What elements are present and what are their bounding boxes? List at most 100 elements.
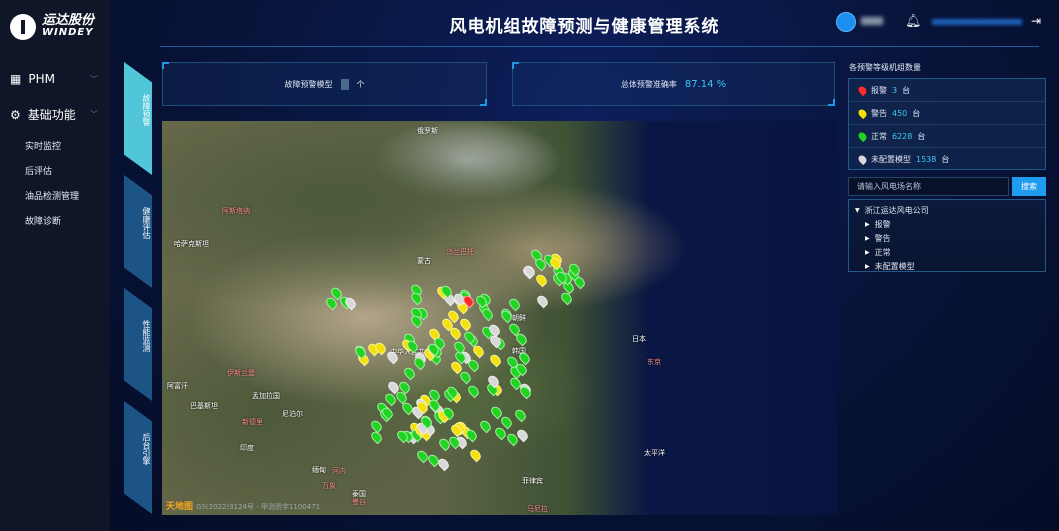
warning-levels-legend: 报警 3 台警告 450 台正常 6228 台未配置模型 1538 台 [848,78,1046,170]
wind-farm-search-input[interactable] [848,177,1009,196]
menu-basic-functions[interactable]: ⚙ 基础功能 ﹀ [10,106,98,123]
level-count: 450 [892,108,908,118]
wind-farm-tree: ▼ 浙江运达风电公司 ▶ 报警 ▶ 警告 ▶ 正常 ▶ 未配置模型 [848,199,1046,272]
map-label: 巴基斯坦 [190,402,218,410]
wind-farm-marker[interactable] [402,365,418,381]
menu-phm[interactable]: ▦ PHM ﹀ [10,72,98,86]
sidebar-item-oil-testing[interactable]: 油品检测管理 [25,192,80,202]
menu-label: PHM [28,72,55,86]
blurred-info [932,19,1022,25]
tree-label: 浙江运达风电公司 [864,205,929,215]
bell-icon[interactable]: 🔔︎ [905,14,922,29]
level-row-1[interactable]: 警告 450 台 [849,102,1045,125]
map-label: 泰国 [352,490,366,498]
tree-node-root[interactable]: ▼ 浙江运达风电公司 [849,203,1045,217]
accuracy-value: 87.14 % [684,78,727,90]
level-name: 未配置模型 [871,155,911,164]
map-label: 河内 [332,467,346,475]
wind-farm-marker[interactable] [458,316,473,332]
level-unit: 台 [912,108,921,118]
menu-label: 基础功能 [27,108,76,122]
wind-farm-marker[interactable] [488,352,503,368]
map-label: 孟加拉国 [252,392,280,400]
level-unit: 台 [917,131,926,141]
map-label: 阿斯塔纳 [222,207,250,215]
tab-health-assessment[interactable]: 健康评估 [124,175,152,288]
wind-farm-marker[interactable] [480,306,496,322]
sidebar-item-realtime-monitor[interactable]: 实时监控 [25,142,62,152]
wind-farm-map[interactable]: 天地图 GS(2022)3124号 - 甲测资字1100471 俄罗斯 阿斯塔纳 哈萨… [162,121,838,515]
map-attribution: 天地图 GS(2022)3124号 - 甲测资字1100471 [166,499,320,512]
level-name: 报警 [871,85,887,95]
tree-label: 报警 [874,219,891,229]
sidebar-item-post-evaluation[interactable]: 后评估 [25,167,53,177]
tree-node-child[interactable]: ▶ 正常 [849,245,1045,259]
tab-label: 健康评估 [142,207,151,239]
caret-right-icon: ▶ [865,248,870,256]
caret-right-icon: ▶ [865,234,870,242]
tab-label: 故障预警 [142,94,151,126]
windey-logo-icon [10,14,36,40]
level-count: 6228 [892,131,913,141]
tree-label: 未配置模型 [874,261,915,271]
caret-right-icon: ▶ [865,262,870,270]
warning-model-stat: 故障预警模型 个 [162,62,487,106]
search-button[interactable]: 搜索 [1012,177,1046,196]
page-title: 风电机组故障预测与健康管理系统 [449,17,720,37]
logo: 运达股份 WINDEY [10,14,94,40]
tab-label: 后台引擎 [142,433,151,465]
wind-farm-marker[interactable] [534,293,550,309]
tab-fault-warning[interactable]: 故障预警 [124,62,152,175]
tree-node-child[interactable]: ▶ 未配置模型 [849,259,1045,273]
wind-farm-marker[interactable] [512,407,528,423]
stat-label: 故障预警模型 [284,79,333,89]
map-label: 俄罗斯 [417,127,438,135]
sidebar-item-fault-diagnosis[interactable]: 故障诊断 [25,217,62,227]
caret-right-icon: ▶ [865,220,870,228]
tianditu-logo: 天地图 [166,502,194,512]
wind-farm-marker[interactable] [465,383,481,399]
username-blurred [861,17,883,25]
stat-unit: 个 [356,79,365,89]
map-label: 菲律宾 [522,477,543,485]
level-count: 1538 [916,155,937,164]
level-name: 正常 [871,131,887,141]
level-row-0[interactable]: 报警 3 台 [849,79,1045,102]
wind-farm-marker[interactable] [471,343,487,359]
map-label: 韩国 [512,347,526,355]
tab-backend-engine[interactable]: 后台引擎 [124,401,152,514]
map-label: 马尼拉 [527,505,548,513]
tab-label: 性能监测 [142,320,151,352]
level-row-2[interactable]: 正常 6228 台 [849,125,1045,148]
map-label: 新德里 [242,418,263,426]
map-pin-icon [856,84,869,96]
level-count: 3 [892,85,898,95]
tab-performance-monitoring[interactable]: 性能监测 [124,288,152,401]
map-pin-icon [856,153,869,166]
user-avatar-icon[interactable] [836,12,856,32]
map-label: 尼泊尔 [282,410,303,418]
map-label: 太平洋 [644,449,665,457]
level-row-3[interactable]: 未配置模型 1538 台 [849,148,1045,171]
grid-icon: ▦ [10,72,22,86]
map-pin-icon [856,130,869,142]
wind-farm-marker[interactable] [468,447,484,463]
level-name: 警告 [871,108,887,118]
level-unit: 台 [941,155,950,164]
wind-farm-marker[interactable] [534,272,550,288]
map-label: 万象 [322,482,336,490]
tree-node-child[interactable]: ▶ 报警 [849,217,1045,231]
map-label: 曼谷 [352,498,366,506]
header-divider [160,46,1039,47]
accuracy-stat: 总体预警准确率 87.14 % [512,62,835,106]
wind-farm-marker[interactable] [478,418,494,434]
logout-icon[interactable]: ⇥ [1031,14,1042,28]
wind-farm-marker[interactable] [507,296,522,312]
map-label: 乌兰巴托 [446,248,474,256]
warning-levels-title: 各预警等级机组数量 [849,63,921,72]
tree-node-child[interactable]: ▶ 警告 [849,231,1045,245]
chevron-down-icon: ﹀ [90,74,98,84]
wind-farm-marker[interactable] [559,290,575,306]
wind-farm-marker[interactable] [415,448,430,464]
wind-farm-marker[interactable] [369,429,385,444]
